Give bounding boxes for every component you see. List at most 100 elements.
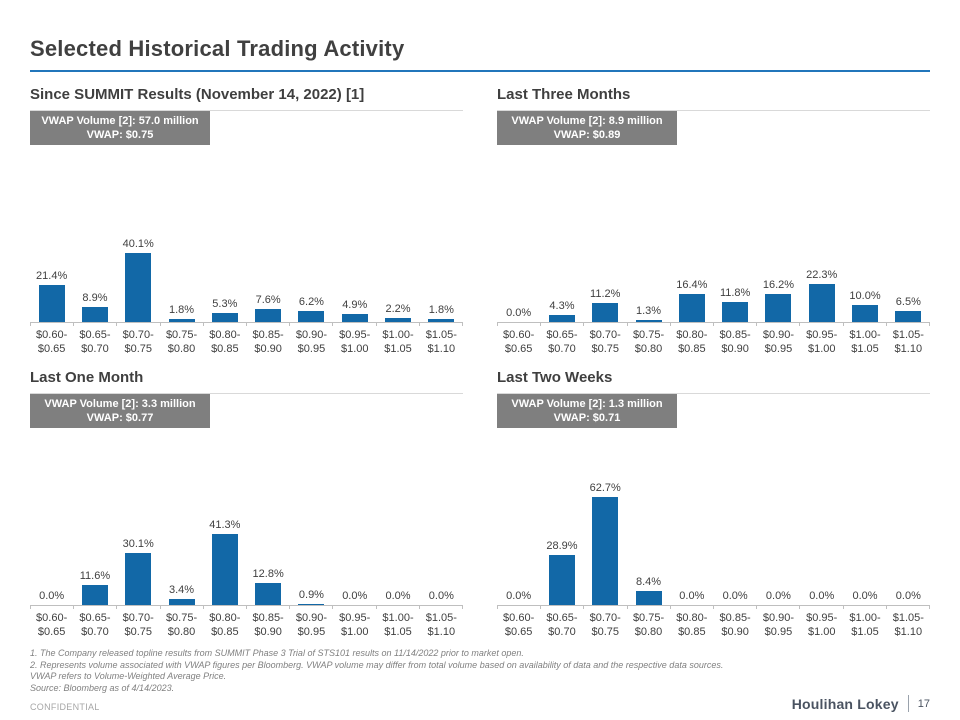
- chart-section: Last Three Months VWAP Volume [2]: 8.9 m…: [497, 86, 930, 356]
- vwap-price-label: VWAP: $0.71: [553, 412, 621, 424]
- slide-footer: CONFIDENTIAL Houlihan Lokey 17: [30, 695, 930, 712]
- footnotes: 1. The Company released topline results …: [30, 648, 930, 694]
- bar-column: 7.6%: [246, 294, 289, 322]
- category-label: $1.05- $1.10: [892, 329, 924, 355]
- footnote: VWAP refers to Volume-Weighted Average P…: [30, 671, 227, 681]
- x-axis-tick: [375, 323, 419, 326]
- category-label: $0.65- $0.70: [79, 329, 111, 355]
- bar: [808, 283, 835, 322]
- value-label: 16.4%: [676, 278, 708, 291]
- bar-column: 62.7%: [584, 482, 627, 605]
- value-label: 16.2%: [762, 279, 795, 292]
- value-label: 0.0%: [385, 590, 411, 602]
- bar: [298, 603, 325, 605]
- x-axis-tick: [626, 606, 670, 609]
- vwap-volume-label: VWAP Volume [2]: 8.9 million: [511, 115, 663, 127]
- chart-section: Last Two Weeks VWAP Volume [2]: 1.3 mill…: [497, 369, 930, 639]
- page-title: Selected Historical Trading Activity: [30, 36, 405, 61]
- value-label: 0.0%: [428, 590, 454, 602]
- category-label: $0.80- $0.85: [676, 329, 708, 355]
- category-label: $1.05- $1.10: [892, 612, 924, 638]
- bar: [255, 308, 282, 322]
- value-label: 0.0%: [765, 590, 791, 602]
- x-axis-tick: [332, 606, 375, 609]
- x-axis-tick: [799, 323, 842, 326]
- x-axis-ticks: [497, 606, 930, 609]
- x-axis-tick: [73, 323, 116, 326]
- bar-column: 16.2%: [757, 279, 800, 322]
- category-label: $0.60- $0.65: [36, 612, 68, 638]
- chart-title: Since SUMMIT Results (November 14, 2022)…: [30, 86, 365, 103]
- bar: [678, 293, 705, 322]
- bar: [548, 555, 575, 605]
- category-label: $1.05- $1.10: [425, 329, 457, 355]
- x-axis-tick: [159, 323, 203, 326]
- x-axis-tick: [202, 323, 246, 326]
- value-label: 0.0%: [852, 590, 878, 602]
- x-axis-tick: [375, 606, 419, 609]
- vwap-volume-label: VWAP Volume [2]: 1.3 million: [511, 398, 663, 410]
- x-axis-tick: [756, 323, 799, 326]
- category-label: $0.80- $0.85: [209, 329, 241, 355]
- category-label: $0.95- $1.00: [339, 612, 371, 638]
- x-axis-ticks: [497, 323, 930, 326]
- bar-column: 0.0%: [420, 590, 463, 605]
- x-axis-labels: $0.60- $0.65 $0.65- $0.70 $0.70- $0.75 $0.75- $…: [497, 328, 930, 356]
- brand-group: Houlihan Lokey 17: [792, 695, 930, 712]
- category-label: $0.70- $0.75: [589, 612, 621, 638]
- category-label: $0.75- $0.80: [632, 329, 665, 355]
- category-label: $0.95- $1.00: [806, 612, 838, 638]
- bar-column: 0.0%: [670, 590, 713, 605]
- category-label: $0.90- $0.95: [295, 329, 328, 355]
- x-axis-tick: [756, 606, 799, 609]
- value-label: 0.0%: [506, 590, 532, 602]
- x-axis-labels: $0.60- $0.65 $0.65- $0.70 $0.70- $0.75 $0.75- $…: [30, 611, 463, 639]
- value-label: 0.0%: [895, 590, 921, 602]
- x-axis-tick: [885, 606, 929, 609]
- value-label: 8.9%: [82, 291, 108, 304]
- bar-column: 30.1%: [117, 538, 160, 605]
- category-label: $0.60- $0.65: [503, 612, 535, 638]
- footnote: 2. Represents volume associated with VWA…: [30, 659, 724, 670]
- value-label: 41.3%: [209, 519, 241, 531]
- category-label: $0.85- $0.90: [252, 612, 284, 638]
- bar: [211, 534, 238, 605]
- value-label: 22.3%: [806, 268, 838, 281]
- bar: [168, 318, 195, 322]
- value-label: 11.2%: [590, 287, 621, 300]
- x-axis-tick: [842, 606, 886, 609]
- chart-section: Since SUMMIT Results (November 14, 2022)…: [30, 86, 463, 356]
- value-label: 11.8%: [719, 286, 751, 299]
- bar-column: 1.8%: [160, 304, 203, 322]
- bar-column: 21.4%: [30, 270, 73, 322]
- bar: [81, 306, 108, 322]
- category-label: $1.00- $1.05: [382, 612, 414, 638]
- bar-column: 8.4%: [627, 576, 670, 605]
- value-label: 0.0%: [342, 590, 368, 602]
- bar-column: 2.2%: [376, 303, 419, 322]
- bar-column: 0.0%: [376, 590, 419, 605]
- bar-column: 0.0%: [887, 590, 930, 605]
- bar-column: 0.9%: [290, 589, 333, 605]
- bar-column: 0.0%: [333, 590, 376, 605]
- value-label: 0.0%: [506, 307, 532, 319]
- bar-column: 6.2%: [290, 296, 333, 322]
- bar: [255, 583, 282, 605]
- x-axis-tick: [246, 606, 289, 609]
- category-label: $0.75- $0.80: [165, 612, 198, 638]
- x-axis-tick: [497, 323, 540, 326]
- x-axis-tick: [246, 323, 289, 326]
- bar-column: 4.3%: [540, 300, 583, 322]
- bar-column: 10.0%: [843, 290, 886, 322]
- x-axis-tick: [713, 606, 756, 609]
- bar-chart-plot: 21.4% 8.9% 40.1% 1.8% 5.3% 7.6% 6.2% 4.9% 2.2% 1.…: [30, 151, 463, 323]
- x-axis-tick: [669, 323, 713, 326]
- bar-column: 41.3%: [203, 519, 246, 605]
- category-label: $0.60- $0.65: [36, 329, 68, 355]
- x-axis-tick: [418, 606, 462, 609]
- x-axis-tick: [885, 323, 929, 326]
- x-axis-tick: [116, 323, 159, 326]
- bar: [298, 311, 325, 322]
- footnote: Source: Bloomberg as of 4/14/2023.: [30, 682, 175, 693]
- bar: [211, 312, 238, 322]
